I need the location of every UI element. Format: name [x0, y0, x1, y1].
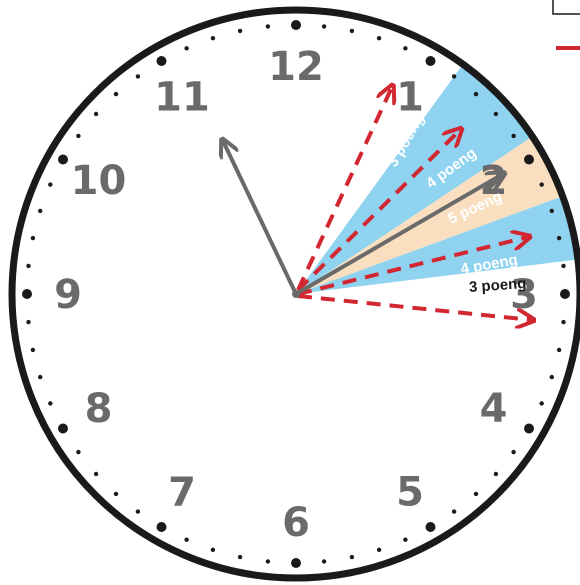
- hour-dot: [425, 522, 436, 532]
- minute-dot: [451, 509, 457, 514]
- minute-dot: [556, 235, 562, 241]
- minute-dot: [135, 74, 141, 79]
- legend-box: [552, 0, 580, 15]
- guess-arrow-2: [296, 130, 460, 292]
- minute-dot: [26, 263, 31, 269]
- minute-dot: [135, 509, 141, 514]
- zone-label-3-lower: 3 poeng: [468, 275, 527, 296]
- hour-dot: [524, 154, 534, 165]
- minute-dot: [76, 133, 81, 139]
- minute-dot: [349, 554, 355, 560]
- minute-dot: [48, 401, 53, 406]
- numeral-4: 4: [480, 386, 508, 432]
- minute-dot: [376, 547, 382, 552]
- minute-dot: [321, 24, 327, 29]
- minute-dot: [539, 401, 544, 406]
- minute-dot: [549, 208, 554, 214]
- minute-dot: [561, 319, 566, 325]
- minute-dot: [493, 471, 499, 477]
- minute-dot: [93, 471, 99, 477]
- minute-dot: [113, 91, 119, 97]
- hour-dot: [291, 558, 301, 568]
- numeral-5: 5: [396, 470, 424, 516]
- minute-dot: [210, 547, 216, 552]
- hour-dot: [291, 20, 301, 30]
- hour-dot: [58, 423, 68, 434]
- minute-dots: [22, 20, 570, 568]
- minute-dot: [349, 28, 355, 34]
- minute-dot: [113, 491, 119, 497]
- minute-dot: [38, 208, 43, 214]
- minute-dot: [184, 537, 189, 542]
- minute-dot: [376, 36, 382, 41]
- hour-dot: [58, 154, 68, 165]
- hour-dot: [425, 56, 436, 66]
- minute-dot: [265, 559, 271, 564]
- numeral-12: 12: [268, 44, 324, 90]
- minute-dot: [539, 182, 544, 187]
- minute-dot: [549, 374, 554, 380]
- minute-dot: [38, 374, 43, 380]
- minute-dot: [210, 36, 216, 41]
- hour-dot: [156, 522, 167, 532]
- numeral-7: 7: [168, 470, 196, 516]
- guess-arrows: [296, 87, 532, 320]
- hour-hand: [294, 174, 503, 296]
- clock-hands: [223, 141, 503, 296]
- minute-dot: [237, 554, 243, 560]
- minute-dot: [184, 46, 189, 51]
- zone-blue-upper: [296, 64, 544, 294]
- guess-arrow-3: [297, 237, 528, 296]
- guess-arrow-4: [297, 294, 532, 320]
- numeral-8: 8: [85, 386, 113, 432]
- hour-dot: [560, 289, 570, 299]
- minute-dot: [265, 24, 271, 29]
- minute-dot: [93, 111, 99, 117]
- numeral-9: 9: [54, 272, 82, 318]
- minute-dot: [76, 449, 81, 455]
- minute-dot: [493, 111, 499, 117]
- numeral-11: 11: [154, 75, 210, 121]
- minute-dot: [30, 347, 36, 353]
- minute-dot: [473, 491, 479, 497]
- hour-dot: [22, 289, 32, 299]
- numeral-10: 10: [71, 158, 127, 204]
- minute-dot: [511, 133, 516, 139]
- minute-dot: [556, 347, 562, 353]
- minute-dot: [511, 449, 516, 455]
- hour-dot: [156, 56, 167, 66]
- hour-dot: [524, 423, 534, 434]
- minute-dot: [403, 46, 408, 51]
- legend-fragment: [552, 0, 580, 50]
- minute-dot: [26, 319, 31, 325]
- guess-arrow-1: [296, 87, 392, 291]
- minute-dot: [561, 263, 566, 269]
- minute-hand: [223, 141, 298, 296]
- hands-pivot: [292, 290, 300, 298]
- minute-dot: [473, 91, 479, 97]
- minute-dot: [451, 74, 457, 79]
- zone-blue-lower: [296, 188, 580, 294]
- minute-dot: [321, 559, 327, 564]
- minute-dot: [30, 235, 36, 241]
- numeral-1: 1: [396, 75, 424, 121]
- clock-rim: [8, 6, 580, 582]
- minute-dot: [48, 182, 53, 187]
- numeral-6: 6: [282, 500, 310, 546]
- minute-dot: [237, 28, 243, 34]
- minute-dot: [403, 537, 408, 542]
